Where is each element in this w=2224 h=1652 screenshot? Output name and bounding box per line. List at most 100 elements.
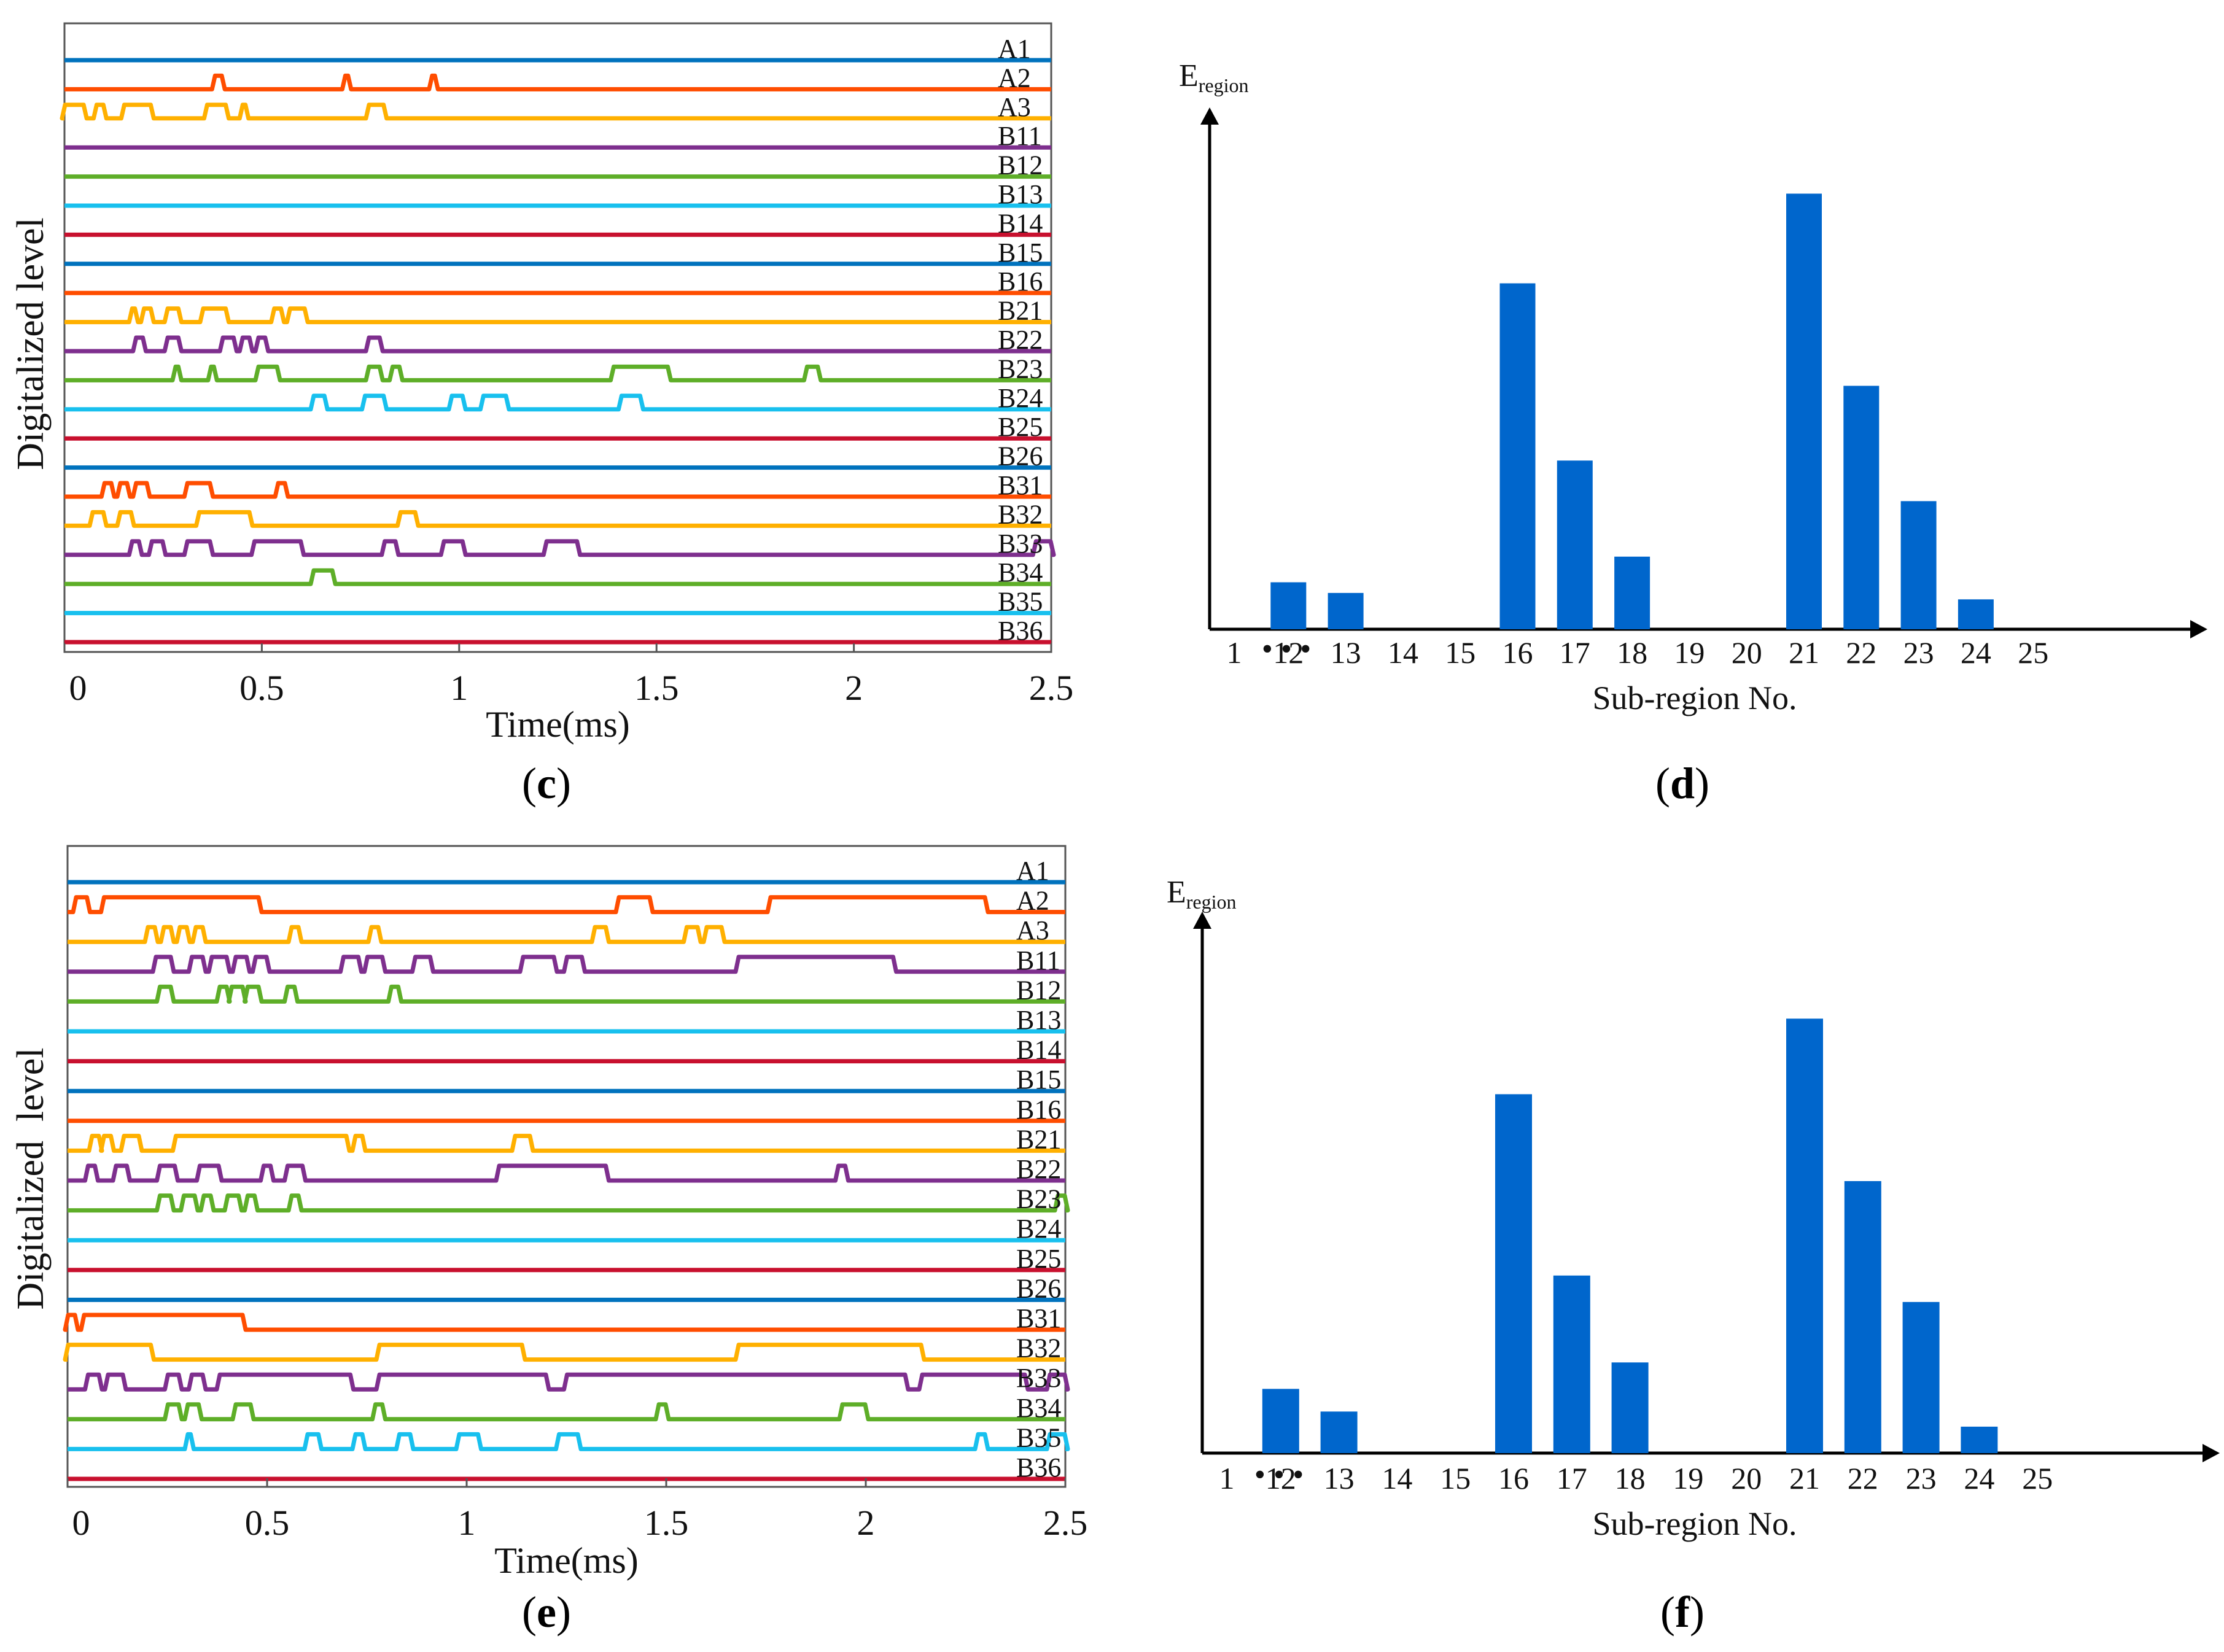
signal-label-b22: B22 — [1016, 1154, 1061, 1184]
signal-trace-a2 — [68, 895, 1065, 915]
x-tick-label: 0 — [72, 1503, 90, 1543]
x-tick-label: 12 — [1273, 635, 1304, 670]
y-axis-label: Eregion — [1167, 875, 1237, 913]
x-tick-label: 20 — [1731, 1461, 1762, 1495]
signal-label-b35: B35 — [1016, 1422, 1061, 1452]
signal-trace-b11 — [68, 955, 1065, 974]
signal-trace-b35 — [68, 1432, 1070, 1451]
y-axis-arrow — [1200, 107, 1219, 125]
signal-trace-b23 — [68, 1193, 1070, 1213]
x-tick-label: 18 — [1617, 635, 1647, 670]
timing-chart-e: A1A2A3B11B12B13B14B15B16B21B22B23B24B25B… — [10, 845, 1088, 1581]
signal-label-b31: B31 — [1016, 1303, 1061, 1333]
x-tick-label: 24 — [1964, 1461, 1994, 1495]
bar-chart-f: Eregion 1 • • •12 13 14 15 16 17 18 19 20 21 22 23 24 2… — [1167, 875, 2220, 1542]
signal-trace-b21 — [64, 306, 1051, 325]
bar-subregion-21 — [1786, 193, 1822, 629]
x-tick-label: 16 — [1503, 635, 1533, 670]
signal-label-b12: B12 — [998, 150, 1043, 180]
signal-trace-b33 — [68, 1372, 1070, 1392]
signal-label-b36: B36 — [998, 616, 1043, 646]
signal-label-b24: B24 — [998, 383, 1043, 413]
y-axis-label-main: E — [1179, 58, 1199, 93]
signal-label-b25: B25 — [998, 412, 1043, 442]
x-axis-arrow — [2190, 620, 2207, 638]
x-axis-label: Time(ms) — [494, 1540, 639, 1581]
signal-label-a1: A1 — [998, 34, 1031, 64]
x-tick-label: 15 — [1440, 1461, 1471, 1495]
bar-subregion-21 — [1786, 1018, 1823, 1453]
bar-subregion-22 — [1844, 1181, 1881, 1453]
signal-label-b16: B16 — [998, 266, 1043, 297]
x-tick-label-first: 1 — [1227, 635, 1242, 670]
signal-label-b35: B35 — [998, 587, 1043, 617]
x-tick-label: 2.5 — [1043, 1503, 1088, 1543]
bar-subregion-23 — [1902, 1301, 1940, 1453]
x-tick-ellipsis: • • • — [1262, 632, 1312, 667]
panel-label-e: (e) — [522, 1588, 571, 1637]
signal-trace-b24 — [64, 394, 1051, 412]
signal-label-b31: B31 — [998, 470, 1043, 500]
x-tick-label: 15 — [1445, 635, 1476, 670]
signal-label-b12: B12 — [1016, 975, 1061, 1005]
x-tick-label: 1 — [458, 1503, 476, 1543]
bar-subregion-13 — [1328, 592, 1364, 629]
signal-trace-b34 — [64, 568, 1051, 586]
signal-label-b16: B16 — [1016, 1095, 1061, 1125]
x-tick-label: 2 — [857, 1503, 875, 1543]
bar-subregion-16 — [1495, 1094, 1532, 1453]
signal-trace-b33 — [64, 539, 1056, 557]
signal-label-a2: A2 — [1016, 886, 1049, 916]
signal-trace-b12 — [68, 984, 1065, 1004]
x-tick-label: 13 — [1324, 1461, 1355, 1495]
x-tick-label: 21 — [1789, 1461, 1820, 1495]
bar-subregion-12 — [1262, 1389, 1299, 1453]
signal-trace-b22 — [64, 335, 1051, 354]
x-tick-label: 25 — [2022, 1461, 2053, 1495]
bar-subregion-22 — [1843, 386, 1880, 629]
signal-trace-b31 — [64, 481, 1051, 499]
x-tick-label: 13 — [1331, 635, 1361, 670]
bar-subregion-24 — [1961, 1426, 1998, 1453]
x-tick-label: 20 — [1732, 635, 1762, 670]
bar-subregion-24 — [1958, 599, 1994, 629]
x-tick-label: 17 — [1557, 1461, 1587, 1495]
x-tick-label: 24 — [1961, 635, 1991, 670]
x-tick-label: 2 — [845, 668, 863, 708]
bar-subregion-13 — [1320, 1411, 1358, 1453]
bar-subregion-18 — [1611, 1362, 1649, 1453]
x-tick-label: 12 — [1266, 1461, 1296, 1495]
bar-subregion-23 — [1900, 501, 1937, 629]
panel-label-c: (c) — [522, 759, 571, 808]
signal-label-a3: A3 — [998, 92, 1031, 122]
panel-label-f: (f) — [1660, 1588, 1705, 1637]
signal-label-b34: B34 — [998, 557, 1043, 588]
bar-subregion-17 — [1553, 1275, 1590, 1453]
x-tick-label: 0 — [69, 668, 87, 708]
x-tick-label: 1.5 — [634, 668, 679, 708]
plot-frame — [66, 845, 1067, 1488]
x-tick-ellipsis: • • • — [1254, 1457, 1304, 1492]
x-tick-label: 0.5 — [239, 668, 284, 708]
signal-label-b13: B13 — [998, 179, 1043, 209]
x-axis-label: Sub-region No. — [1593, 680, 1797, 716]
signal-label-b34: B34 — [1016, 1393, 1061, 1423]
bar-subregion-12 — [1270, 582, 1307, 629]
bar-subregion-17 — [1557, 460, 1593, 629]
x-tick-label: 23 — [1906, 1461, 1937, 1495]
x-tick-label: 22 — [1848, 1461, 1878, 1495]
signal-trace-a3 — [68, 925, 1065, 944]
signal-label-b22: B22 — [998, 325, 1043, 355]
signal-trace-b34 — [68, 1402, 1065, 1422]
signal-label-b36: B36 — [1016, 1452, 1061, 1483]
plot-frame — [63, 22, 1052, 653]
signal-label-b26: B26 — [998, 441, 1043, 471]
x-axis-arrow — [2203, 1444, 2220, 1462]
y-axis-arrow — [1193, 912, 1211, 929]
x-tick-label: 2.5 — [1029, 668, 1074, 708]
signal-label-b15: B15 — [998, 238, 1043, 268]
y-axis-label: Digitalized level — [10, 1048, 52, 1310]
x-tick-label: 1 — [450, 668, 468, 708]
signal-trace-a3 — [60, 103, 1051, 121]
x-tick-label: 23 — [1903, 635, 1934, 670]
